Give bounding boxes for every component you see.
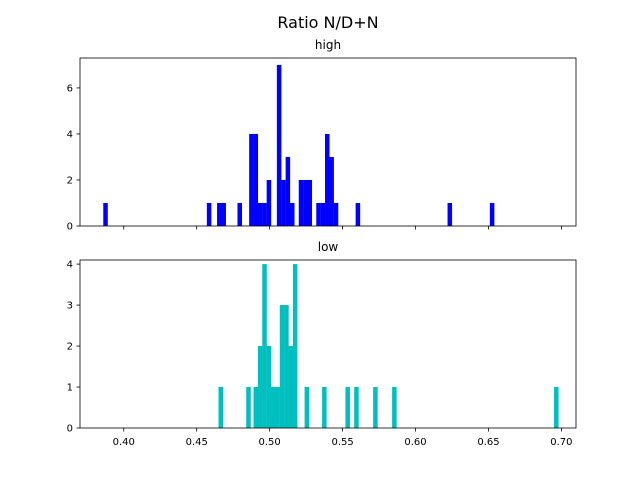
bars-low [218, 264, 559, 428]
histogram-bar [354, 387, 359, 428]
histogram-bar [325, 133, 330, 226]
histogram-bar [257, 346, 263, 428]
histogram-bar [320, 202, 326, 226]
x-tick-label: 0.65 [477, 437, 499, 448]
histogram-bar [333, 202, 339, 226]
panel-high: high 0 2 4 6 [67, 38, 577, 233]
x-tick-label: 0.55 [331, 437, 353, 448]
y-axis-low: 0 1 2 3 4 [67, 260, 80, 435]
y-tick-label: 0 [67, 424, 73, 435]
histogram-bar [284, 305, 289, 428]
histogram-bar [288, 346, 294, 428]
histogram-bar [554, 387, 559, 428]
histogram-bar [304, 387, 310, 428]
histogram-bar [447, 202, 453, 226]
y-tick-label: 6 [67, 83, 73, 94]
x-axis-low: 0.40 0.45 0.50 0.55 0.60 0.65 0.70 [113, 428, 573, 448]
bars-high [103, 64, 495, 227]
histogram-bar [217, 202, 222, 226]
panel-title-high: high [315, 38, 341, 52]
histogram-bar [262, 264, 267, 428]
histogram-bar [489, 202, 495, 226]
histogram-bar [285, 156, 291, 226]
y-tick-label: 4 [67, 260, 73, 271]
histogram-bar [271, 387, 276, 428]
histogram-bar [316, 202, 321, 226]
y-tick-label: 0 [67, 222, 73, 233]
x-axis-high [123, 226, 562, 230]
panel-low: low 0 1 2 3 4 0.40 0.45 0.50 0.55 0.60 0.65 0.70 [67, 240, 577, 448]
histogram-bar [249, 133, 254, 226]
x-tick-label: 0.40 [113, 437, 135, 448]
histogram-bar [253, 133, 259, 226]
panel-title-low: low [318, 240, 339, 254]
histogram-bar [246, 387, 251, 428]
y-tick-label: 2 [67, 342, 73, 353]
y-tick-label: 1 [67, 383, 73, 394]
histogram-bar [206, 202, 212, 226]
histogram-bar [218, 387, 224, 428]
histogram-bar [275, 387, 280, 428]
y-axis-high: 0 2 4 6 [67, 83, 80, 233]
y-tick-label: 4 [67, 129, 73, 140]
histogram-bar [262, 202, 267, 226]
histogram-bar [266, 179, 272, 226]
histogram-bar [298, 179, 304, 226]
histogram-bar [373, 387, 378, 428]
y-tick-label: 2 [67, 175, 73, 186]
histogram-bar [345, 387, 350, 428]
y-tick-label: 3 [67, 301, 73, 312]
histogram-bar [257, 202, 263, 226]
histogram-bar [392, 387, 397, 428]
histogram-bar [329, 156, 334, 226]
histogram-bar [281, 179, 286, 226]
histogram-bar [303, 179, 308, 226]
histogram-bar [307, 179, 313, 226]
axes-frame-low [79, 259, 577, 429]
histogram-bar [276, 64, 282, 227]
histogram-bar [322, 387, 327, 428]
axes-frame-high [79, 57, 577, 227]
histogram-bar [292, 264, 298, 428]
histogram-bar [279, 305, 285, 428]
histogram-bar [266, 346, 272, 428]
histogram-bar [253, 387, 259, 428]
chart-suptitle: Ratio N/D+N [277, 13, 378, 32]
histogram-bar [355, 202, 361, 226]
histogram-bar [103, 202, 108, 226]
x-tick-label: 0.70 [550, 437, 572, 448]
histogram-bar [290, 202, 295, 226]
x-tick-label: 0.60 [404, 437, 426, 448]
histogram-bar [237, 202, 242, 226]
histogram-bar [221, 202, 226, 226]
x-tick-label: 0.50 [259, 437, 281, 448]
x-tick-label: 0.45 [186, 437, 208, 448]
